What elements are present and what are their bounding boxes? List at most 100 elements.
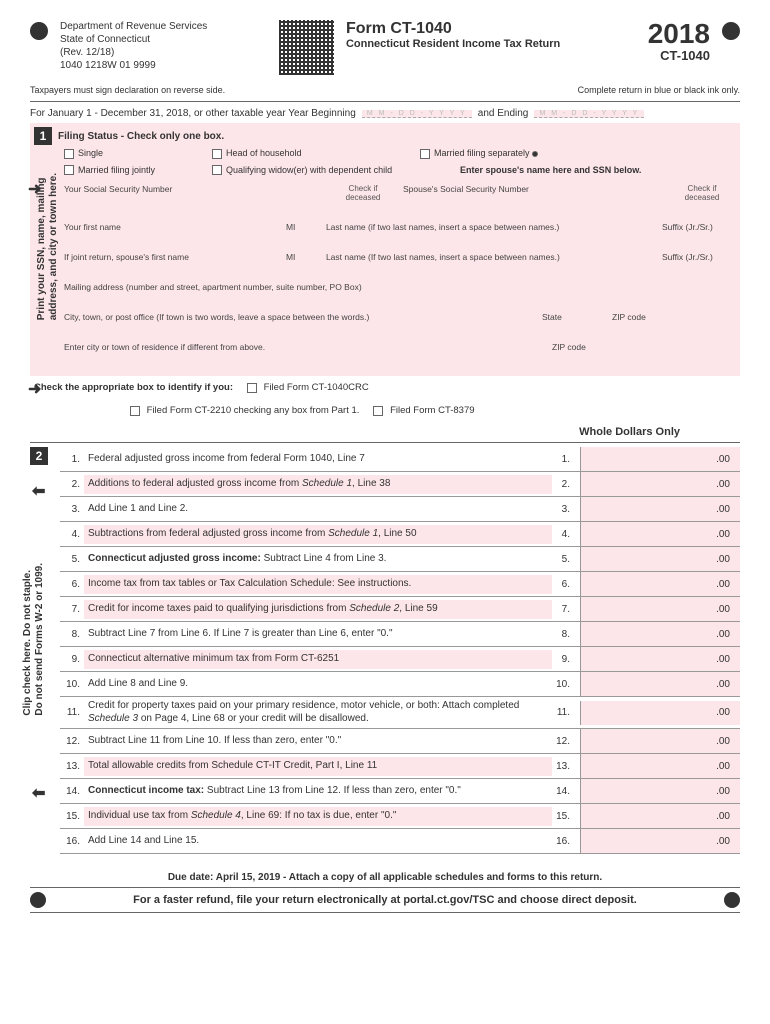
line-amount[interactable]: .00	[580, 829, 740, 853]
form-line: 5.Connecticut adjusted gross income: Sub…	[60, 547, 740, 572]
city-label: City, town, or post office (If town is t…	[64, 312, 532, 322]
checkbox-ct2210[interactable]	[130, 406, 140, 416]
line-amount[interactable]: .00	[580, 522, 740, 546]
line-num2: 5.	[552, 554, 580, 565]
line-num2: 11.	[552, 707, 580, 718]
line-num2: 12.	[552, 736, 580, 747]
line-desc: Individual use tax from Schedule 4, Line…	[84, 807, 552, 826]
line-amount[interactable]: .00	[580, 701, 740, 725]
line-num2: 4.	[552, 529, 580, 540]
line-amount[interactable]: .00	[580, 497, 740, 521]
check-title: Check the appropriate box to identify if…	[34, 382, 233, 393]
line-num2: 10.	[552, 679, 580, 690]
form-line: 4.Subtractions from federal adjusted gro…	[60, 522, 740, 547]
mi-label2: MI	[286, 252, 316, 262]
mailing-label: Mailing address (number and street, apar…	[64, 282, 732, 292]
line-num: 13.	[60, 761, 84, 772]
line-num: 4.	[60, 529, 84, 540]
dateline: For January 1 - December 31, 2018, or ot…	[30, 104, 740, 123]
arrow-left-icon: ⬅	[32, 481, 45, 501]
dept-line1: Department of Revenue Services	[60, 20, 267, 33]
line-num2: 16.	[552, 836, 580, 847]
form-line: 13.Total allowable credits from Schedule…	[60, 754, 740, 779]
line-num: 16.	[60, 836, 84, 847]
line-num: 2.	[60, 479, 84, 490]
date-end-field[interactable]: M M - D D - Y Y Y Y	[534, 110, 644, 118]
section-1: Print your SSN, name, mailing address, a…	[30, 123, 740, 376]
checkbox-single[interactable]	[64, 149, 74, 159]
form-line: 6.Income tax from tax tables or Tax Calc…	[60, 572, 740, 597]
line-amount[interactable]: .00	[580, 754, 740, 778]
zip-label2: ZIP code	[552, 342, 732, 352]
form-line: 2.Additions to federal adjusted gross in…	[60, 472, 740, 497]
line-amount[interactable]: .00	[580, 647, 740, 671]
year-block: 2018 CT-1040	[648, 20, 710, 63]
mi-label: MI	[286, 222, 316, 232]
checkbox-mfs[interactable]	[420, 149, 430, 159]
line-num2: 1.	[552, 454, 580, 465]
line-amount[interactable]: .00	[580, 572, 740, 596]
zip-label: ZIP code	[612, 312, 732, 322]
deceased-label2: Check if deceased	[672, 184, 732, 202]
line-num: 11.	[60, 707, 84, 718]
line-amount[interactable]: .00	[580, 729, 740, 753]
line-num2: 7.	[552, 604, 580, 615]
form-code: Form CT-1040	[346, 20, 636, 38]
spouse-ssn-label: Spouse's Social Security Number	[403, 184, 662, 194]
dept-line2: State of Connecticut	[60, 33, 267, 46]
whole-dollars: Whole Dollars Only	[30, 422, 740, 443]
dept-code: 1040 1218W 01 9999	[60, 59, 267, 72]
line-num: 14.	[60, 786, 84, 797]
line-desc: Additions to federal adjusted gross inco…	[84, 475, 552, 494]
line-desc: Subtractions from federal adjusted gross…	[84, 525, 552, 544]
form-line: 16.Add Line 14 and Line 15.16..00	[60, 829, 740, 854]
checkbox-hoh[interactable]	[212, 149, 222, 159]
form-line: 3.Add Line 1 and Line 2.3..00	[60, 497, 740, 522]
deceased-label: Check if deceased	[333, 184, 393, 202]
title-block: Form CT-1040 Connecticut Resident Income…	[346, 20, 636, 50]
spouse-first-label: If joint return, spouse's first name	[64, 252, 276, 262]
form-line: 10.Add Line 8 and Line 9.10..00	[60, 672, 740, 697]
line-amount[interactable]: .00	[580, 547, 740, 571]
line-amount[interactable]: .00	[580, 672, 740, 696]
checkbox-crc[interactable]	[247, 383, 257, 393]
line-desc: Add Line 8 and Line 9.	[84, 675, 552, 694]
subheader-right: Complete return in blue or black ink onl…	[578, 85, 740, 95]
line-num: 3.	[60, 504, 84, 515]
dept-block: Department of Revenue Services State of …	[60, 20, 267, 72]
arrow-icon: ➜	[28, 379, 41, 399]
date-begin-field[interactable]: M M - D D - Y Y Y Y	[362, 110, 472, 118]
line-desc: Subtract Line 11 from Line 10. If less t…	[84, 732, 552, 751]
line-num: 8.	[60, 629, 84, 640]
form-line: 7.Credit for income taxes paid to qualif…	[60, 597, 740, 622]
line-num: 12.	[60, 736, 84, 747]
header-dot-left	[30, 22, 48, 40]
line-desc: Add Line 14 and Line 15.	[84, 832, 552, 851]
checkbox-ct8379[interactable]	[373, 406, 383, 416]
line-desc: Connecticut alternative minimum tax from…	[84, 650, 552, 669]
footer-dot-right	[724, 892, 740, 908]
line-num2: 15.	[552, 811, 580, 822]
arrow-icon: ➜	[28, 179, 41, 199]
last-name-label: Last name (if two last names, insert a s…	[326, 222, 652, 232]
spouse-last-label: Last name (If two last names, insert a s…	[326, 252, 652, 262]
line-amount[interactable]: .00	[580, 779, 740, 803]
line-num: 1.	[60, 454, 84, 465]
line-num: 10.	[60, 679, 84, 690]
line-amount[interactable]: .00	[580, 804, 740, 828]
checkbox-mfj[interactable]	[64, 165, 74, 175]
line-amount[interactable]: .00	[580, 622, 740, 646]
line-num2: 8.	[552, 629, 580, 640]
checkbox-qw[interactable]	[212, 165, 222, 175]
line-num2: 2.	[552, 479, 580, 490]
first-name-label: Your first name	[64, 222, 276, 232]
line-amount[interactable]: .00	[580, 447, 740, 471]
state-label: State	[542, 312, 602, 322]
line-desc: Add Line 1 and Line 2.	[84, 500, 552, 519]
line-num2: 14.	[552, 786, 580, 797]
line-amount[interactable]: .00	[580, 597, 740, 621]
line-amount[interactable]: .00	[580, 472, 740, 496]
form-line: 8.Subtract Line 7 from Line 6. If Line 7…	[60, 622, 740, 647]
line-num2: 6.	[552, 579, 580, 590]
due-date: Due date: April 15, 2019 - Attach a copy…	[30, 868, 740, 887]
